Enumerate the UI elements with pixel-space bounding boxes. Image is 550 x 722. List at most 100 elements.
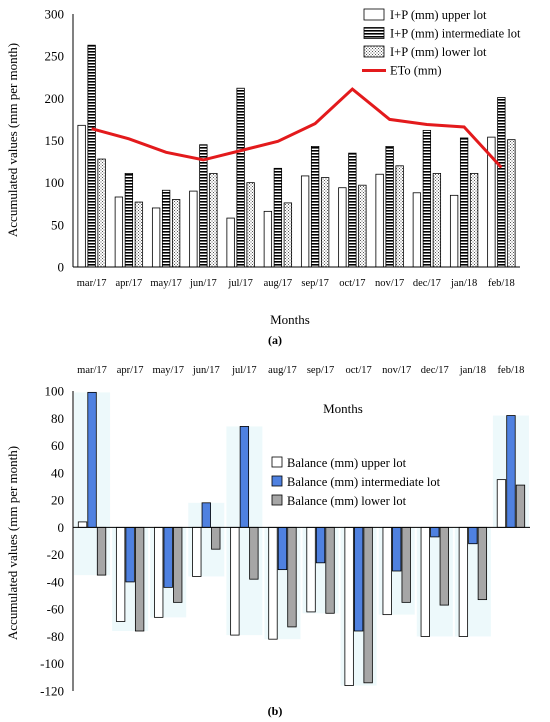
- b-bar: [115, 526, 126, 622]
- b-bar: [363, 526, 373, 684]
- b-bar: [344, 526, 354, 686]
- b-legend-swatch: [271, 456, 283, 468]
- a-bar-empty: [226, 217, 235, 268]
- b-legend-label: Balance (mm) intermediate lot: [287, 475, 441, 489]
- b-category-label: dec/17: [421, 365, 449, 376]
- b-category-label: nov/17: [382, 365, 411, 376]
- a-legend-swatch: [363, 27, 385, 39]
- b-legend-label: Balance (mm) upper lot: [287, 456, 407, 470]
- chart-a-panel-label: (a): [268, 333, 282, 347]
- b-bar: [96, 526, 107, 576]
- a-ytick-label: 300: [45, 7, 65, 22]
- a-bar-empty: [412, 192, 422, 268]
- a-category-label: jul/17: [227, 278, 253, 289]
- b-bar: [287, 526, 297, 628]
- b-bar: [506, 415, 516, 528]
- b-legend-swatch: [271, 494, 283, 506]
- b-bar: [125, 526, 135, 583]
- a-category-label: dec/17: [413, 278, 441, 289]
- b-bar: [306, 526, 316, 613]
- chart-b: -120 -100 -80 -60 -40 -20 0 20 40 60 80 100 mar/17 ap…: [5, 365, 530, 699]
- a-bar-horizontal-stripes: [236, 87, 245, 268]
- b-bar: [420, 526, 430, 637]
- b-legend-label: Balance (mm) lower lot: [287, 494, 407, 508]
- a-bar-empty: [375, 173, 384, 268]
- a-bar-empty: [77, 124, 86, 268]
- a-bar-dotted: [134, 201, 144, 268]
- a-category-label: oct/17: [339, 278, 365, 289]
- b-bar: [268, 526, 278, 640]
- a-ytick-label: 50: [51, 217, 64, 232]
- a-bar-dotted: [432, 172, 442, 268]
- b-bar: [315, 526, 326, 564]
- a-bar-dotted: [507, 139, 516, 268]
- a-legend-label: ETo (mm): [390, 64, 442, 78]
- b-bar: [515, 484, 526, 528]
- a-ytick-label: 250: [45, 49, 65, 64]
- b-category-label: apr/17: [117, 365, 144, 376]
- a-bar-empty: [449, 194, 459, 268]
- a-bar-empty: [114, 196, 124, 268]
- a-ytick-label: 200: [45, 91, 65, 106]
- a-legend-swatch: [363, 8, 385, 21]
- a-category-label: nov/17: [375, 278, 404, 289]
- b-legend-swatch: [271, 475, 283, 487]
- b-ytick-label: 0: [58, 520, 65, 535]
- b-bar: [382, 526, 392, 616]
- a-legend-label: I+P (mm) intermediate lot: [390, 27, 521, 41]
- a-bar-horizontal-stripes: [459, 137, 469, 268]
- b-category-label: jul/17: [231, 365, 257, 376]
- a-bar-dotted: [209, 172, 218, 268]
- a-eto-line: [91, 87, 503, 169]
- a-bar-dotted: [358, 184, 367, 268]
- b-ytick-label: -40: [47, 574, 64, 589]
- a-legend-label: I+P (mm) lower lot: [390, 45, 487, 59]
- b-category-label: oct/17: [346, 365, 372, 376]
- a-bar-horizontal-stripes: [310, 146, 320, 268]
- b-ytick-label: 60: [51, 438, 64, 453]
- b-bar: [77, 521, 88, 528]
- b-bar: [392, 526, 402, 572]
- a-bar-horizontal-stripes: [273, 167, 283, 268]
- chart-b-xlabel: Months: [323, 401, 363, 416]
- b-bar: [353, 526, 364, 632]
- a-ytick-label: 0: [58, 260, 65, 275]
- a-category-label: feb/18: [488, 278, 515, 289]
- b-bar: [439, 526, 449, 606]
- a-bar-horizontal-stripes: [199, 144, 208, 268]
- a-bar-empty: [189, 190, 198, 268]
- b-bar: [163, 526, 173, 588]
- b-bar: [87, 391, 97, 528]
- a-category-label: mar/17: [77, 278, 107, 289]
- b-category-label: sep/17: [307, 365, 334, 376]
- a-bar-empty: [151, 207, 161, 268]
- a-ytick-label: 100: [45, 175, 65, 190]
- chart-a: 0 50 100 150 200 250 300 mar/17 apr/17 may/17 jun/…: [5, 7, 521, 328]
- a-category-label: sep/17: [301, 278, 328, 289]
- a-category-label: jan/18: [450, 278, 477, 289]
- b-ytick-label: 100: [45, 384, 65, 399]
- b-bar: [468, 526, 478, 545]
- b-bar: [230, 526, 240, 636]
- b-ytick-label: 20: [51, 493, 64, 508]
- b-category-label: jun/17: [192, 365, 220, 376]
- b-bar: [277, 526, 288, 571]
- b-bar: [325, 526, 335, 614]
- a-bar-dotted: [246, 182, 255, 268]
- b-bar: [173, 526, 183, 603]
- b-ytick-label: 40: [51, 465, 64, 480]
- b-ytick-label: -120: [40, 684, 64, 699]
- b-ytick-label: -20: [47, 547, 64, 562]
- a-bar-horizontal-stripes: [87, 44, 96, 268]
- b-bar: [192, 526, 202, 577]
- b-bar: [477, 526, 488, 601]
- a-bar-horizontal-stripes: [161, 189, 171, 268]
- b-bar: [211, 526, 221, 550]
- b-bar: [401, 526, 411, 603]
- a-category-label: may/17: [150, 278, 182, 289]
- a-legend-swatch: [363, 45, 385, 58]
- a-bar-empty: [300, 175, 310, 268]
- b-category-label: mar/17: [77, 365, 107, 376]
- b-bar: [249, 526, 259, 580]
- b-category-label: feb/18: [498, 365, 525, 376]
